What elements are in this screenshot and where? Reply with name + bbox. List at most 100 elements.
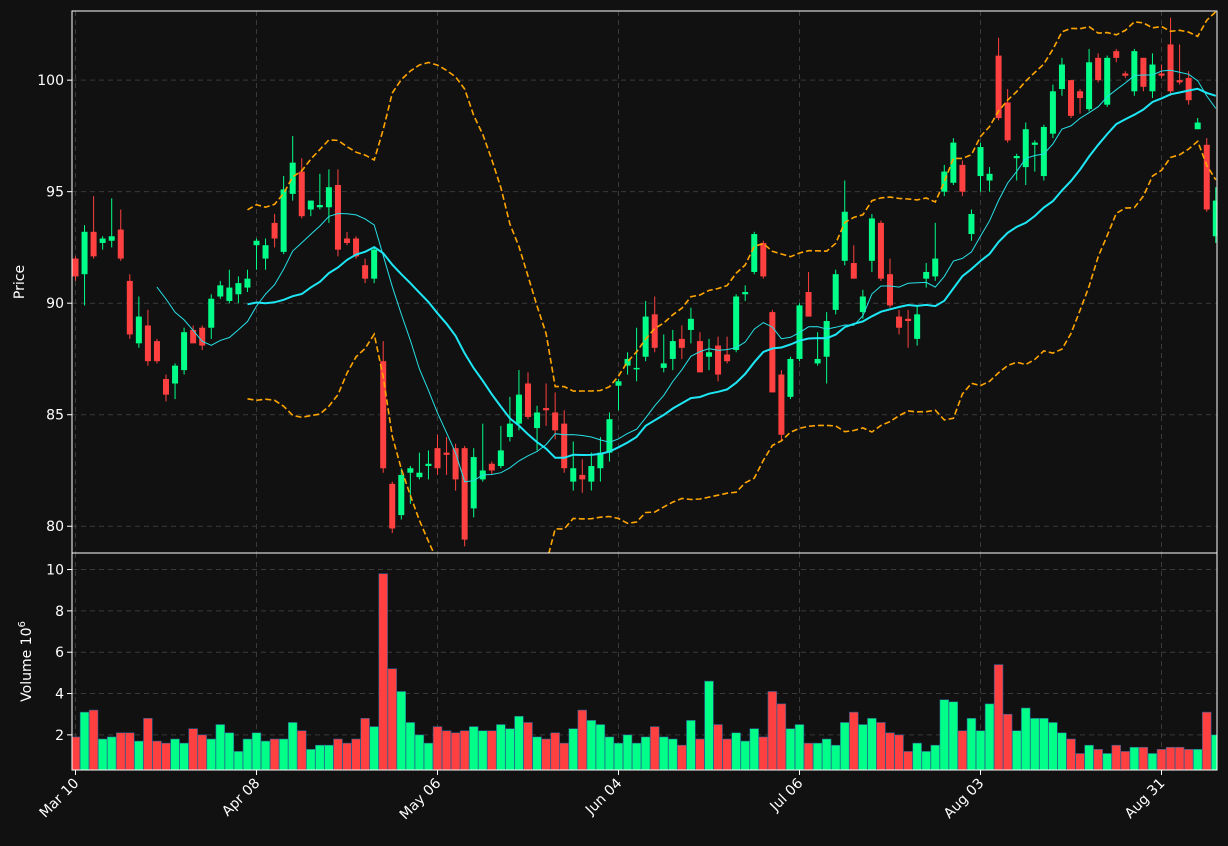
candle <box>1077 89 1084 114</box>
volume-bar <box>631 742 642 770</box>
volume-bar <box>125 732 135 770</box>
price-tick-label: 90 <box>46 296 64 312</box>
candle <box>733 294 740 353</box>
volume-bar <box>514 715 524 770</box>
volume-bar <box>550 732 560 770</box>
candle <box>977 142 984 192</box>
candle-body <box>1095 57 1102 81</box>
candle-body <box>687 318 694 330</box>
candle-body <box>1113 51 1120 58</box>
sma-slow-line <box>247 87 1217 459</box>
volume-bar <box>767 691 778 770</box>
candle <box>389 481 396 533</box>
volume-bar <box>1030 718 1040 770</box>
candle-body <box>371 249 378 279</box>
candle <box>1104 55 1111 107</box>
candle-body <box>1131 51 1138 92</box>
candle <box>153 338 160 364</box>
candle-body <box>1086 62 1093 110</box>
candle <box>859 289 866 319</box>
candle-body <box>280 189 287 252</box>
candle <box>742 285 749 301</box>
volume-bar <box>577 709 588 770</box>
candle <box>380 341 387 473</box>
volume-bar <box>1111 744 1121 770</box>
volume-bar <box>378 573 388 770</box>
volume-bar <box>1183 749 1194 770</box>
volume-bar <box>233 751 244 770</box>
candle <box>316 173 323 210</box>
volume-bar <box>197 734 207 770</box>
candle <box>497 425 504 469</box>
candle <box>271 213 278 248</box>
candle <box>1049 84 1056 139</box>
candle <box>1194 118 1201 130</box>
candle-body <box>208 298 215 328</box>
candle-body <box>579 474 586 480</box>
candle-body <box>316 205 323 208</box>
volume-bar <box>79 711 90 770</box>
x-tick-label: Jul 06 <box>767 775 807 815</box>
volume-bar <box>468 726 479 770</box>
volume-bar <box>586 720 597 770</box>
volume-bar <box>1174 746 1185 770</box>
candle <box>1113 48 1120 63</box>
candle-body <box>135 316 142 344</box>
volume-bar <box>505 728 515 770</box>
volume-bar <box>88 709 99 770</box>
candle-body <box>1140 57 1147 87</box>
volume-axis-label: Volume 106 <box>17 621 35 702</box>
volume-bar <box>1084 744 1094 770</box>
volume-bar <box>803 742 814 770</box>
candle-body <box>1022 129 1029 168</box>
candle-body <box>488 463 495 471</box>
x-tick-label: Apr 08 <box>219 776 263 820</box>
candle-body <box>742 292 749 295</box>
candle <box>887 258 893 308</box>
candle-body <box>1158 73 1165 76</box>
volume-bar <box>1147 753 1158 770</box>
candle <box>1022 122 1029 185</box>
candle-body <box>1013 155 1020 159</box>
volume-bar <box>595 724 606 770</box>
candle <box>452 443 459 491</box>
candle <box>624 352 631 375</box>
candle <box>235 276 242 304</box>
candle-body <box>470 457 477 509</box>
candle-body <box>190 329 197 344</box>
candle <box>172 363 179 400</box>
volume-bar <box>1021 707 1031 770</box>
volume-bar <box>342 742 352 770</box>
sma-fast-line <box>156 69 1217 483</box>
volume-bar <box>858 724 868 770</box>
volume-bar <box>1202 711 1212 770</box>
volume-bar <box>387 668 397 770</box>
candle-body <box>832 274 839 310</box>
candle-body <box>986 173 993 181</box>
candle-body <box>905 318 912 322</box>
candle <box>488 461 495 475</box>
candle-body <box>262 245 269 259</box>
candle <box>959 160 966 197</box>
candle-body <box>877 222 884 279</box>
candle <box>72 256 79 281</box>
candle <box>135 296 142 348</box>
candle-body <box>669 341 676 359</box>
overlays <box>156 11 1217 553</box>
price-tick-label: 80 <box>46 519 64 535</box>
candle-body <box>642 316 649 357</box>
candle <box>968 209 975 241</box>
volume-bar <box>840 722 850 770</box>
candle <box>81 225 88 306</box>
volume-tick-label: 8 <box>55 604 64 620</box>
candle-body <box>90 231 97 257</box>
candle-body <box>217 285 224 297</box>
candle-body <box>325 187 332 208</box>
candle-body <box>1203 144 1210 210</box>
volume-bar <box>794 724 805 770</box>
candle-body <box>398 474 405 516</box>
volume-bar <box>405 722 416 770</box>
candle-body <box>787 358 794 397</box>
volume-bar <box>188 728 198 770</box>
volume-tick-label: 4 <box>55 687 64 703</box>
